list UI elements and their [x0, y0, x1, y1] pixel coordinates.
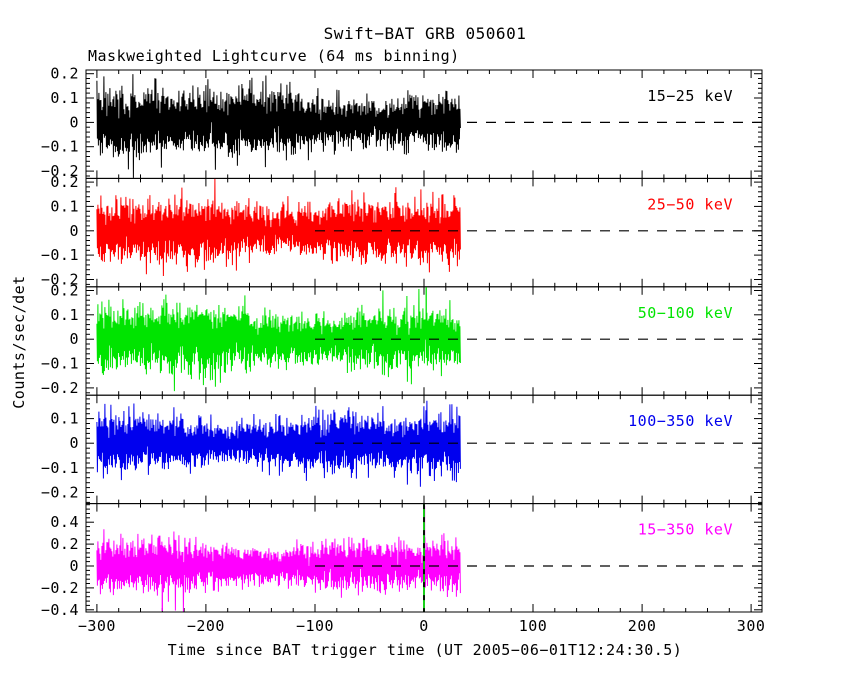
- y-tick-label: 0.2: [50, 173, 79, 191]
- lightcurve-series: [96, 74, 461, 178]
- figure-title: Swift−BAT GRB 050601: [323, 24, 527, 43]
- y-tick-label: 0.2: [50, 535, 79, 553]
- y-tick-label: −0.2: [41, 162, 79, 180]
- y-tick-label: 0.4: [50, 513, 79, 531]
- x-tick-label: −200: [187, 617, 225, 635]
- x-tick-label: −100: [296, 617, 334, 635]
- x-tick-label: 0: [419, 617, 429, 635]
- x-axis-title: Time since BAT trigger time (UT 2005−06−…: [167, 641, 683, 659]
- y-axis-title: Counts/sec/det: [10, 275, 28, 409]
- y-tick-label: 0: [69, 222, 79, 240]
- band-label: 50−100 keV: [638, 304, 733, 322]
- y-tick-label: 0: [69, 330, 79, 348]
- lightcurve-series: [96, 529, 461, 612]
- lightcurve-series: [96, 178, 461, 277]
- x-tick-label: 200: [628, 617, 657, 635]
- y-tick-label: 0.1: [50, 89, 79, 107]
- y-tick-label: −0.1: [41, 355, 79, 373]
- y-tick-label: 0.2: [50, 282, 79, 300]
- y-tick-label: −0.1: [41, 459, 79, 477]
- y-tick-label: 0.1: [50, 410, 79, 428]
- y-tick-label: 0.1: [50, 197, 79, 215]
- figure-subtitle: Maskweighted Lightcurve (64 ms binning): [88, 47, 460, 65]
- x-tick-label: 100: [519, 617, 548, 635]
- y-tick-label: −0.1: [41, 246, 79, 264]
- y-tick-label: −0.2: [41, 379, 79, 397]
- y-tick-label: −0.2: [41, 484, 79, 502]
- x-tick-label: 300: [737, 617, 766, 635]
- band-label: 25−50 keV: [647, 195, 733, 213]
- band-label: 100−350 keV: [628, 412, 733, 430]
- y-tick-label: −0.2: [41, 271, 79, 289]
- y-tick-label: −0.2: [41, 579, 79, 597]
- y-tick-label: 0: [69, 113, 79, 131]
- band-label: 15−25 keV: [647, 87, 733, 105]
- lightcurve-series: [96, 400, 461, 487]
- y-tick-label: 0: [69, 434, 79, 452]
- y-tick-label: 0.1: [50, 306, 79, 324]
- band-label: 15−350 keV: [638, 521, 733, 539]
- y-tick-label: 0.2: [50, 65, 79, 83]
- y-tick-label: −0.1: [41, 138, 79, 156]
- y-tick-label: −0.4: [41, 601, 79, 619]
- lightcurve-series: [96, 288, 461, 392]
- x-tick-label: −300: [78, 617, 116, 635]
- y-tick-label: 0: [69, 557, 79, 575]
